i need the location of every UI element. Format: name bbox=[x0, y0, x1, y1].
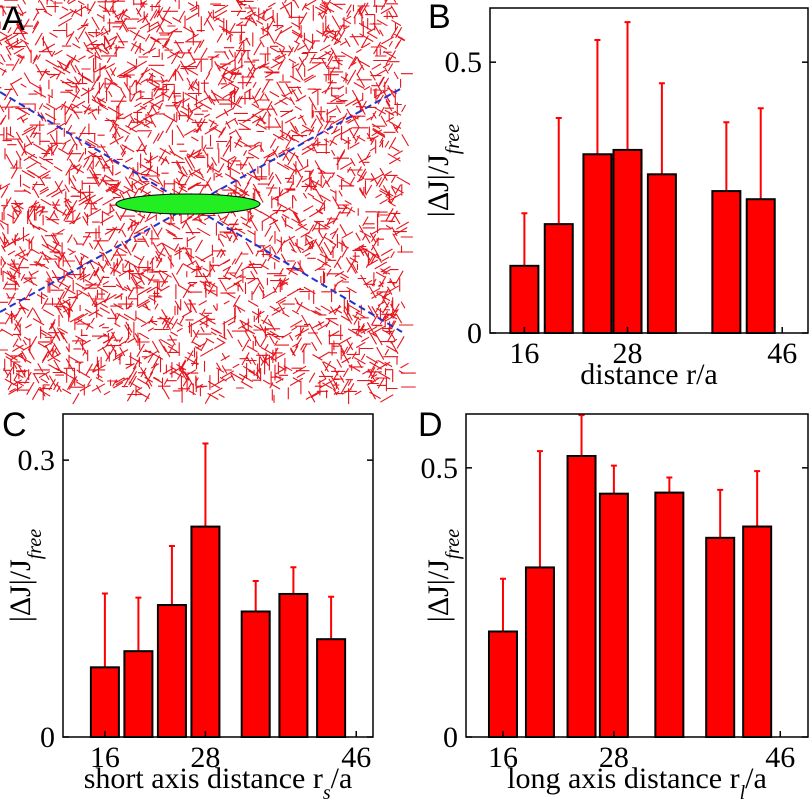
x-tick-label: 28 bbox=[190, 741, 220, 774]
bar bbox=[566, 454, 597, 738]
network-edges bbox=[0, 0, 416, 405]
plot-frame bbox=[465, 413, 809, 738]
y-axis-label-part: free bbox=[442, 529, 464, 559]
error-bar bbox=[578, 414, 585, 456]
plot-frame bbox=[489, 7, 809, 334]
bar bbox=[582, 153, 613, 334]
panel-letter: C bbox=[2, 406, 27, 444]
x-axis-label-part: s bbox=[323, 782, 331, 804]
bar bbox=[240, 610, 271, 739]
bar bbox=[742, 525, 773, 738]
bar bbox=[487, 630, 518, 739]
y-tick-label: 0.3 bbox=[18, 444, 56, 477]
y-tick-label: 0.5 bbox=[445, 46, 483, 79]
error-bar bbox=[555, 116, 562, 225]
bar bbox=[543, 223, 574, 334]
bar bbox=[123, 650, 154, 738]
inclusion bbox=[115, 193, 261, 215]
error-bar bbox=[521, 212, 528, 266]
error-bar bbox=[290, 566, 297, 594]
y-tick-label: 0 bbox=[443, 721, 458, 754]
x-axis-label-part: long axis distance r bbox=[507, 762, 739, 795]
error-bar bbox=[499, 577, 506, 632]
x-axis-label: short axis distance rs/a bbox=[84, 762, 353, 804]
x-axis-label-part: l bbox=[740, 782, 746, 804]
error-bar bbox=[757, 107, 764, 200]
x-axis-label-part: distance r/a bbox=[580, 358, 717, 391]
x-tick-label: 16 bbox=[488, 741, 518, 774]
error-bar bbox=[666, 476, 673, 493]
x-tick-label: 28 bbox=[599, 741, 629, 774]
error-bar bbox=[101, 592, 108, 668]
bar bbox=[156, 604, 187, 738]
panel-letter: B bbox=[428, 0, 451, 36]
x-tick-label: 46 bbox=[765, 741, 795, 774]
y-axis-label-part: |ΔJ|/J bbox=[4, 559, 37, 622]
x-tick-label: 46 bbox=[767, 337, 797, 370]
y-axis-label: |ΔJ|/Jfree bbox=[4, 529, 46, 622]
bar bbox=[190, 525, 221, 738]
y-tick-label: 0 bbox=[40, 721, 55, 754]
y-axis-label: |ΔJ|/Jfree bbox=[422, 529, 464, 622]
x-tick-label: 16 bbox=[90, 741, 120, 774]
bar bbox=[745, 198, 776, 334]
bar bbox=[711, 190, 742, 334]
panel-letter: A bbox=[2, 0, 25, 38]
x-tick-label: 28 bbox=[613, 337, 643, 370]
panel-letter: D bbox=[418, 406, 443, 444]
bar bbox=[278, 592, 309, 739]
x-axis-label: distance r/a bbox=[580, 358, 717, 391]
x-axis-label-part: /a bbox=[745, 762, 767, 795]
x-tick-label: 16 bbox=[509, 337, 539, 370]
bar bbox=[509, 264, 540, 335]
error-bar bbox=[536, 450, 543, 568]
error-bar bbox=[168, 544, 175, 606]
error-bar bbox=[594, 38, 601, 155]
error-bar bbox=[610, 464, 617, 494]
bar bbox=[524, 566, 555, 738]
error-bar bbox=[328, 595, 335, 640]
error-bar bbox=[624, 21, 631, 150]
bar bbox=[598, 492, 629, 738]
x-axis-label-part: /a bbox=[331, 762, 353, 795]
bar bbox=[612, 148, 643, 334]
error-bar bbox=[252, 580, 259, 612]
bar bbox=[316, 638, 347, 738]
error-bar bbox=[717, 488, 724, 538]
bar bbox=[89, 666, 120, 738]
bar bbox=[646, 173, 677, 334]
error-bar bbox=[202, 442, 209, 527]
error-bar bbox=[723, 121, 730, 192]
y-axis-label-part: |ΔJ|/J bbox=[422, 154, 455, 217]
y-tick-label: 0 bbox=[467, 317, 482, 350]
y-axis-label-part: |ΔJ|/J bbox=[422, 559, 455, 622]
x-axis-label-part: short axis distance r bbox=[84, 762, 323, 795]
y-axis-label: |ΔJ|/Jfree bbox=[422, 124, 464, 217]
bar bbox=[705, 536, 736, 738]
x-tick-label: 46 bbox=[341, 741, 371, 774]
bar bbox=[654, 491, 685, 739]
plot-frame bbox=[62, 413, 374, 738]
error-bar bbox=[135, 596, 142, 652]
y-axis-label-part: free bbox=[24, 529, 46, 559]
error-bar bbox=[754, 470, 761, 527]
x-axis-label: long axis distance rl/a bbox=[507, 762, 767, 804]
y-tick-label: 0.5 bbox=[421, 452, 459, 485]
y-axis-label-part: free bbox=[442, 124, 464, 154]
error-bar bbox=[658, 82, 665, 175]
